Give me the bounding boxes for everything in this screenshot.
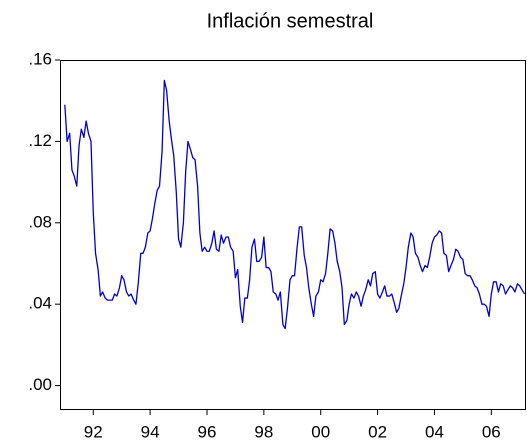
chart-title: Inflación semestral: [207, 10, 374, 32]
data-line: [64, 79, 526, 330]
y-tick-label: .00: [28, 375, 52, 394]
x-tick-label: 06: [482, 422, 501, 441]
x-tick-label: 04: [425, 422, 444, 441]
y-tick-label: .16: [28, 49, 52, 68]
x-tick-label: 96: [198, 422, 217, 441]
x-tick-label: 02: [368, 422, 387, 441]
x-tick-label: 94: [141, 422, 160, 441]
x-tick-label: 98: [254, 422, 273, 441]
y-tick-label: .12: [28, 131, 52, 150]
x-tick-label: 92: [84, 422, 103, 441]
x-tick-label: 00: [311, 422, 330, 441]
plot-frame: [60, 60, 526, 410]
y-tick-label: .04: [28, 294, 52, 313]
y-tick-label: .08: [28, 212, 52, 231]
